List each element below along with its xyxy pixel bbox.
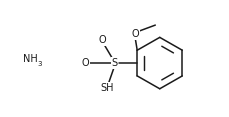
Text: SH: SH [100,83,113,93]
Text: O: O [131,29,139,39]
Text: O: O [81,58,89,68]
Text: O: O [98,35,106,45]
Text: S: S [112,58,118,68]
Text: 3: 3 [37,61,42,67]
Text: NH: NH [23,53,38,64]
